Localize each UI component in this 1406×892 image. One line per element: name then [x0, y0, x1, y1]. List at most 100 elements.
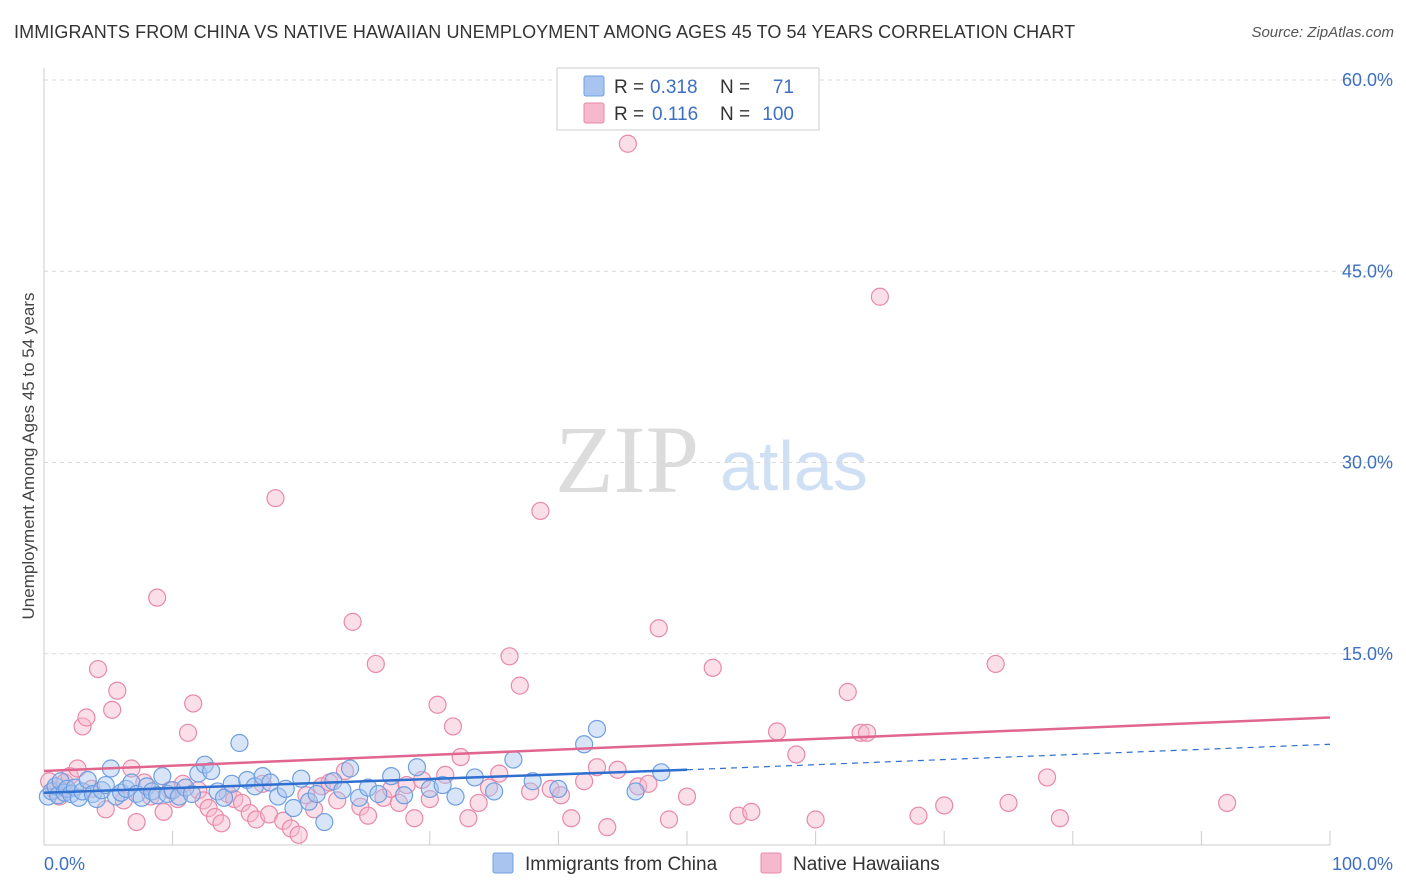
point-native-hawaiian [541, 779, 560, 799]
bottom-legend-swatch-china [492, 852, 514, 874]
point-immigrant-china [446, 787, 465, 806]
point-native-hawaiian [857, 723, 877, 742]
legend-swatch-hawaii [583, 102, 605, 124]
point-native-hawaiian [806, 810, 825, 829]
point-immigrant-china [340, 759, 360, 778]
point-immigrant-china [575, 735, 594, 754]
point-immigrant-china [523, 772, 542, 791]
point-native-hawaiian [870, 287, 890, 306]
point-native-hawaiian [787, 745, 806, 764]
point-immigrant-china [202, 761, 221, 781]
legend-r-value-china: 0.318 [650, 77, 698, 98]
point-native-hawaiian [575, 772, 594, 791]
point-immigrant-china [358, 778, 378, 797]
bottom-legend: Immigrants from China Native Hawaiians [492, 852, 940, 875]
y-tick-label: 15.0% [1342, 644, 1393, 664]
point-native-hawaiian [328, 791, 347, 810]
point-native-hawaiian [443, 717, 463, 736]
point-native-hawaiian [212, 814, 231, 833]
grid [44, 79, 1392, 655]
watermark-zip: ZIP [555, 406, 699, 513]
point-native-hawaiian [999, 793, 1018, 813]
point-native-hawaiian [73, 717, 92, 736]
point-native-hawaiian [274, 811, 293, 830]
bottom-legend-label-china: Immigrants from China [525, 854, 718, 875]
watermark: ZIP atlas [555, 406, 868, 513]
point-native-hawaiian [178, 723, 198, 742]
point-native-hawaiian [598, 818, 617, 837]
point-native-hawaiian [127, 812, 146, 832]
point-immigrant-china [153, 767, 172, 786]
point-native-hawaiian [96, 800, 115, 819]
point-native-hawaiian [358, 806, 378, 825]
point-native-hawaiian [1218, 793, 1237, 813]
point-native-hawaiian [184, 694, 203, 713]
point-native-hawaiian [154, 802, 173, 821]
point-immigrant-china [652, 763, 671, 782]
x-tick-labels: 0.0% 100.0% [44, 854, 1393, 874]
point-native-hawaiian [986, 654, 1005, 674]
point-immigrant-china [261, 773, 280, 792]
point-native-hawaiian [562, 809, 581, 828]
point-native-hawaiian [199, 798, 218, 818]
y-tick-label: 45.0% [1342, 261, 1393, 281]
point-native-hawaiian [335, 761, 355, 781]
legend-n-label-hawaii: N = [720, 104, 750, 125]
point-immigrant-china [122, 773, 141, 792]
point-native-hawaiian [428, 695, 447, 714]
point-immigrant-china [284, 798, 303, 818]
point-immigrant-china [299, 792, 319, 811]
point-immigrant-china [407, 758, 427, 777]
point-native-hawaiian [587, 758, 607, 777]
point-immigrant-china [433, 775, 452, 795]
point-immigrant-china [230, 733, 249, 753]
point-immigrant-china [137, 777, 156, 796]
point-native-hawaiian [405, 809, 424, 828]
legend-r-label-china: R = [614, 77, 644, 98]
chart-title: IMMIGRANTS FROM CHINA VS NATIVE HAWAIIAN… [14, 22, 1076, 42]
point-immigrant-china [349, 788, 369, 807]
x-tick-label-start: 0.0% [44, 854, 85, 874]
point-native-hawaiian [742, 802, 761, 821]
point-immigrant-china [222, 774, 241, 793]
point-native-hawaiian [1037, 768, 1057, 787]
point-native-hawaiian [103, 700, 122, 719]
point-native-hawaiian [108, 681, 127, 700]
point-immigrant-china [504, 750, 523, 769]
point-native-hawaiian [77, 708, 96, 727]
point-native-hawaiian [490, 764, 509, 783]
point-immigrant-china [382, 767, 401, 786]
point-native-hawaiian [608, 760, 627, 779]
point-immigrant-china [587, 719, 607, 739]
point-native-hawaiian [703, 658, 722, 677]
point-native-hawaiian [935, 796, 954, 815]
point-immigrant-china [307, 784, 326, 804]
watermark-atlas: atlas [720, 427, 868, 505]
point-native-hawaiian [531, 501, 550, 521]
point-native-hawaiian [1050, 809, 1070, 828]
legend-n-label-china: N = [720, 77, 750, 98]
point-immigrant-china [369, 784, 388, 804]
point-native-hawaiian [767, 722, 787, 741]
y-axis-label: Unemployment Among Ages 45 to 54 years [19, 293, 38, 620]
point-native-hawaiian [148, 588, 167, 607]
legend: R = 0.318 N = 71 R = 0.116 N = 100 [556, 67, 820, 131]
legend-swatch-china [583, 75, 605, 97]
point-native-hawaiian [659, 810, 679, 829]
legend-n-value-china: 71 [773, 77, 794, 98]
point-native-hawaiian [838, 682, 857, 702]
point-native-hawaiian [88, 659, 108, 679]
bottom-legend-label-hawaii: Native Hawaiians [793, 854, 940, 875]
point-immigrant-china [485, 782, 504, 801]
y-tick-labels: 15.0% 30.0% 45.0% 60.0% [1342, 70, 1393, 664]
trend-line-native-hawaiians [43, 716, 1331, 773]
point-immigrant-china [394, 786, 414, 805]
point-immigrant-china [333, 781, 352, 800]
point-native-hawaiian [618, 134, 637, 153]
point-native-hawaiian [909, 806, 928, 825]
point-native-hawaiian [469, 793, 488, 813]
point-native-hawaiian [510, 676, 529, 695]
point-immigrant-china [214, 788, 234, 807]
point-immigrant-china [315, 812, 334, 832]
y-tick-label: 30.0% [1342, 453, 1393, 473]
